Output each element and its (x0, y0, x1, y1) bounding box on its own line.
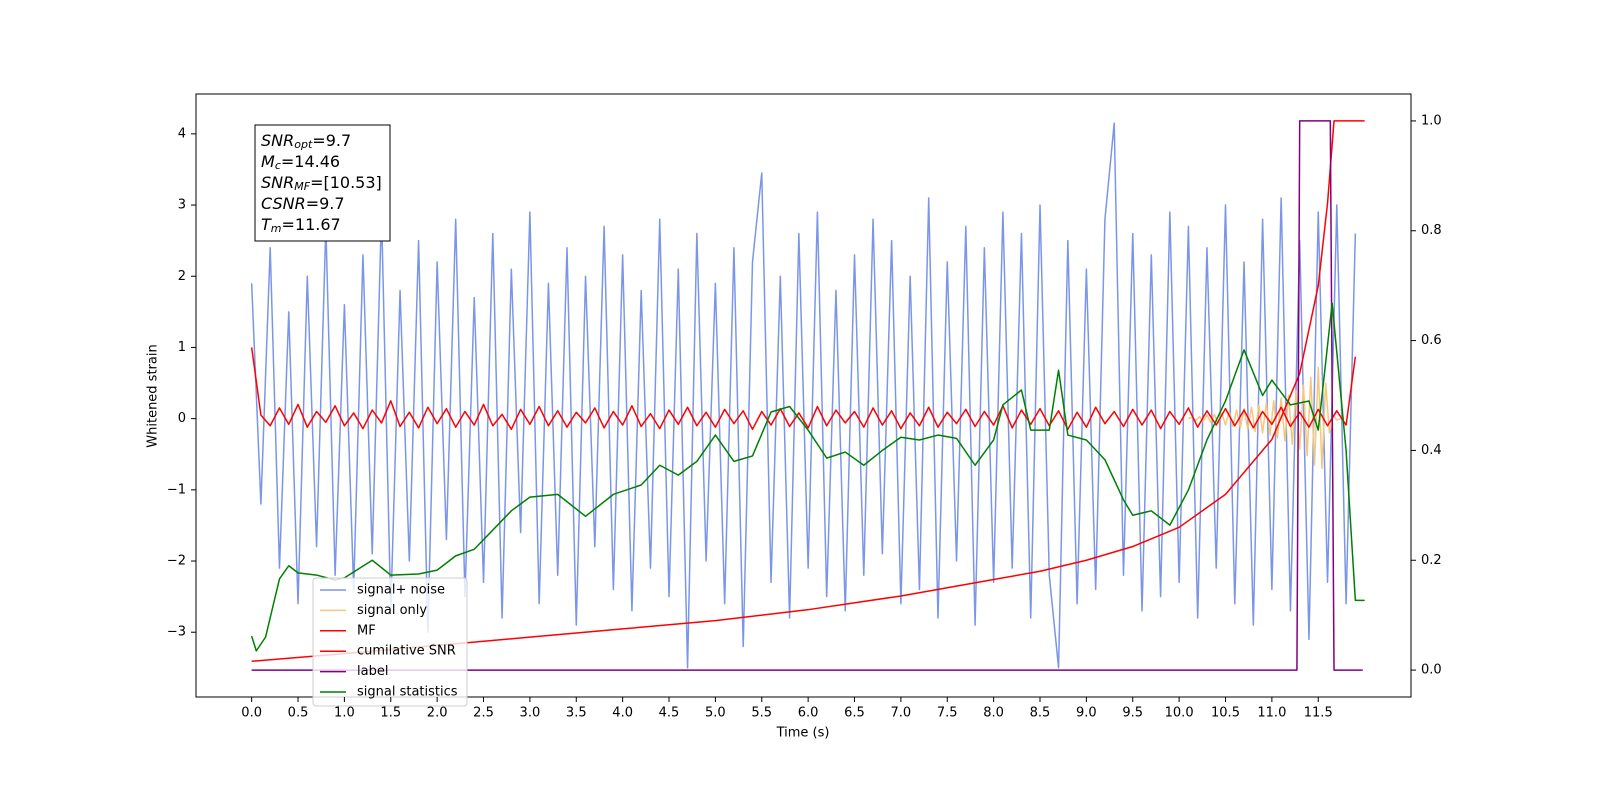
x-tick-label: 0.5 (288, 706, 309, 721)
x-tick-label: 8.5 (1030, 706, 1051, 721)
y2-tick-label: 0.6 (1421, 333, 1442, 348)
annotation-frame (254, 124, 391, 242)
annotation-subscript: opt (294, 138, 313, 151)
y-tick-label: −1 (167, 482, 186, 497)
series-line (251, 120, 1365, 663)
plot-area (250, 120, 1365, 671)
x-tick-label: 3.5 (566, 706, 587, 721)
legend-label: label (357, 664, 388, 679)
x-tick-label: 2.5 (473, 706, 494, 721)
legend-frame (312, 577, 468, 707)
annotation-line: Tm=11.67 (261, 215, 341, 236)
series-line (250, 122, 1357, 669)
x-tick-label: 10.0 (1165, 706, 1194, 721)
annotation-value: =9.7 (306, 194, 345, 213)
legend-label: signal only (357, 603, 427, 618)
annotation-symbol: SNR (261, 131, 294, 150)
legend: signal+ noise signal only MF cumilative SNR… (312, 577, 468, 707)
annotation-subscript: c (275, 159, 281, 172)
legend-label: MF (357, 623, 376, 638)
annotation-symbol: M (261, 152, 275, 171)
x-tick-label: 11.5 (1304, 706, 1333, 721)
y2-tick-label: 0.2 (1421, 553, 1442, 568)
series-line (250, 302, 1365, 652)
annotation-line: Mc=14.46 (261, 152, 340, 173)
x-tick-label: 6.0 (798, 706, 819, 721)
y-tick-label: 2 (178, 269, 186, 284)
y2-tick-label: 0.4 (1421, 443, 1442, 458)
annotation-line: SNRopt=9.7 (261, 131, 351, 152)
x-tick-label: 4.5 (659, 706, 680, 721)
legend-label: cumilative SNR (357, 644, 456, 659)
legend-label: signal statistics (357, 685, 458, 700)
x-tick-label: 5.0 (705, 706, 726, 721)
axes-frame (195, 93, 1412, 698)
x-tick-label: 3.0 (520, 706, 541, 721)
x-tick-label: 9.5 (1122, 706, 1143, 721)
y-tick-label: 0 (178, 411, 186, 426)
x-tick-label: 8.0 (983, 706, 1004, 721)
y-tick-label: 1 (178, 340, 186, 355)
x-tick-label: 11.0 (1257, 706, 1286, 721)
x-tick-label: 10.5 (1211, 706, 1240, 721)
x-tick-label: 1.0 (334, 706, 355, 721)
y-axis-label: Whitened strain (146, 344, 161, 447)
y-tick-label: −3 (167, 625, 186, 640)
x-tick-label: 7.5 (937, 706, 958, 721)
x-tick-label: 6.5 (844, 706, 865, 721)
y-tick-label: −2 (167, 554, 186, 569)
x-tick-label: 2.0 (427, 706, 448, 721)
legend-label: signal+ noise (357, 583, 445, 598)
x-tick-label: 4.0 (612, 706, 633, 721)
annotation-symbol: T (261, 215, 272, 234)
annotation-symbol: CSNR (261, 194, 306, 213)
y-tick-label: 4 (178, 126, 186, 141)
annotation-subscript: m (271, 222, 282, 235)
y2-tick-label: 0.0 (1421, 663, 1442, 678)
x-tick-label: 9.0 (1076, 706, 1097, 721)
annotation-value: =11.67 (282, 215, 341, 234)
y-tick-label: 3 (178, 198, 186, 213)
x-axis-label: Time (s) (776, 726, 830, 741)
annotation-symbol: SNR (261, 173, 294, 192)
y2-tick-label: 0.8 (1421, 223, 1442, 238)
x-tick-label: 0.0 (241, 706, 262, 721)
x-tick-label: 7.0 (891, 706, 912, 721)
annotation-box: SNRopt=9.7Mc=14.46SNRMF=[10.53]CSNR=9.7T… (254, 124, 391, 242)
y2-tick-label: 1.0 (1421, 113, 1442, 128)
annotation-line: CSNR=9.7 (261, 194, 345, 213)
series-line (1188, 366, 1345, 470)
annotation-subscript: MF (294, 180, 310, 193)
x-tick-label: 1.5 (380, 706, 401, 721)
annotation-value: =9.7 (312, 131, 351, 150)
annotation-value: =14.46 (281, 152, 340, 171)
series-line (251, 120, 1363, 671)
annotation-line: SNRMF=[10.53] (261, 173, 382, 194)
series-line (250, 347, 1357, 431)
x-tick-label: 5.5 (751, 706, 772, 721)
annotation-value: =[10.53] (310, 173, 382, 192)
